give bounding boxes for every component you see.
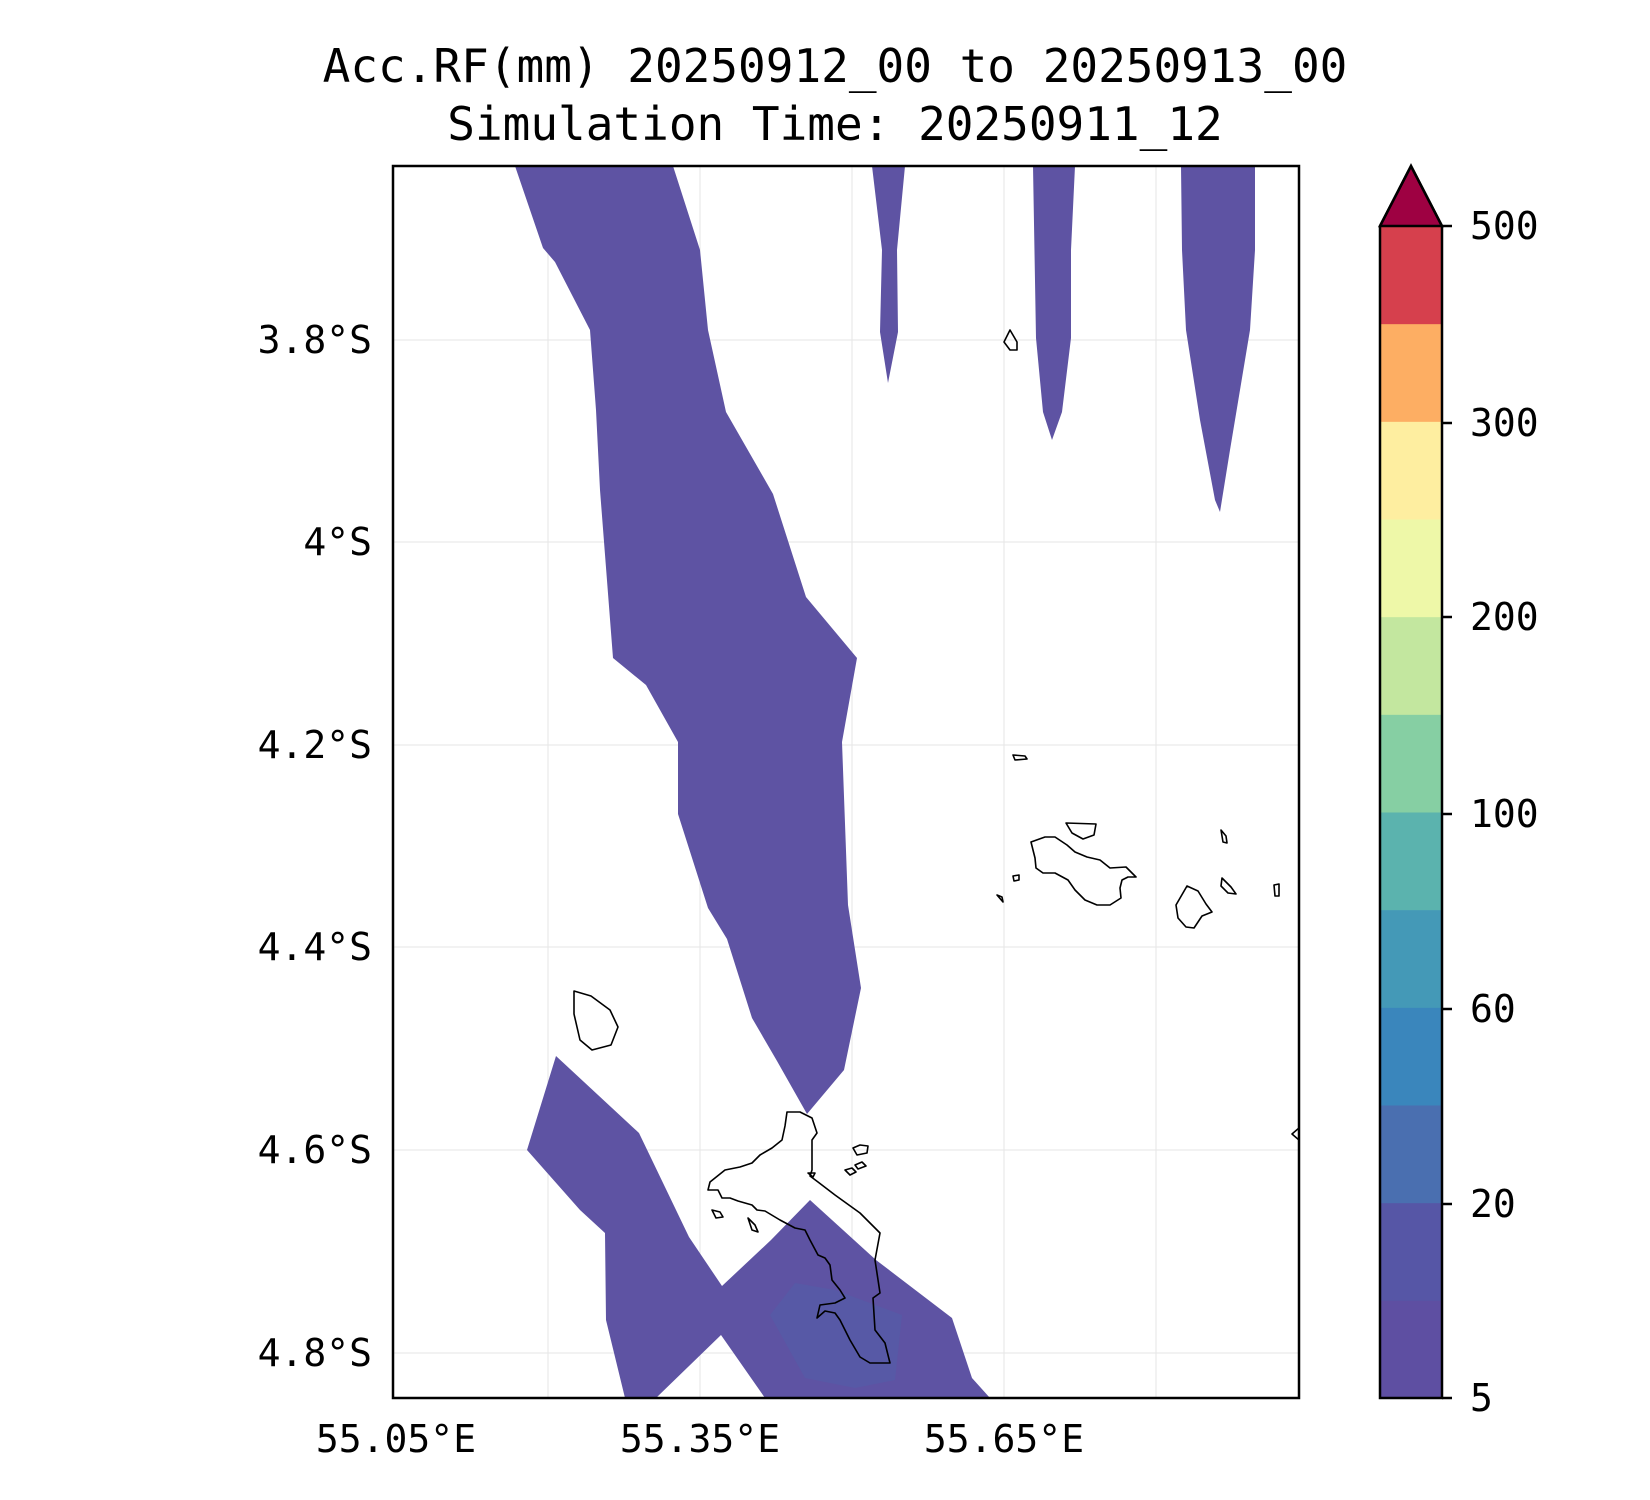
colorbar-tick-label: 60: [1470, 987, 1516, 1031]
lon-tick-labels: 55.05°E 55.35°E 55.65°E: [316, 1417, 1084, 1461]
colorbar-tick-label: 20: [1470, 1182, 1516, 1226]
coastline-islet-b: [844, 1167, 857, 1176]
colorbar-tick-label: 5: [1470, 1376, 1493, 1420]
colorbar-tick-labels: 500 300 200 100 60 20 5: [1470, 204, 1539, 1420]
coastline-islet-d: [711, 1209, 724, 1219]
lat-tick-label: 4.6°S: [258, 1128, 372, 1172]
colorbar-segment: [1380, 1105, 1442, 1204]
coastline-silhouette: [573, 990, 619, 1051]
coastline-islet-f: [1003, 329, 1018, 351]
colorbar-segment: [1380, 226, 1442, 325]
colorbar-segment: [1380, 1007, 1442, 1106]
lat-tick-label: 4°S: [303, 520, 372, 564]
coastlines: [573, 329, 1299, 1364]
rain-band-north-1: [872, 166, 905, 383]
colorbar-extend-arrow: [1377, 163, 1445, 228]
rain-band-north-3: [1181, 166, 1255, 512]
coastline-islet-m: [1291, 1127, 1299, 1141]
coastline-islet-c: [854, 1161, 867, 1170]
coastline-islet-l: [996, 894, 1004, 903]
title-line-1: Acc.RF(mm) 20250912_00 to 20250913_00: [323, 39, 1348, 93]
colorbar-tick-label: 300: [1470, 401, 1539, 445]
lat-tick-label: 4.8°S: [258, 1331, 372, 1375]
colorbar-frame: [1378, 163, 1444, 1400]
colorbar-segment: [1380, 616, 1442, 715]
colorbar: 500 300 200 100 60 20 5: [1377, 163, 1539, 1420]
colorbar-segment: [1380, 812, 1442, 911]
coastline-praslin: [1030, 836, 1137, 906]
colorbar-segment: [1380, 519, 1442, 618]
colorbar-segment: [1380, 1202, 1442, 1301]
coastline-curieuse: [1065, 822, 1097, 840]
colorbar-ticks: [1442, 224, 1452, 1400]
rain-band-main: [515, 166, 861, 1114]
map-frame: [391, 164, 1301, 1400]
coastline-islet-j: [1220, 877, 1237, 895]
title-line-2: Simulation Time: 20250911_12: [447, 97, 1222, 151]
coastline-mahe: [707, 1111, 891, 1364]
lat-tick-label: 3.8°S: [258, 318, 372, 362]
colorbar-segment: [1380, 909, 1442, 1008]
lat-tick-label: 4.4°S: [258, 925, 372, 969]
coastline-islet-e: [747, 1217, 759, 1233]
coastline-mahe-islet-1: [807, 1172, 816, 1178]
coastline-islet-g: [1012, 754, 1028, 761]
coastline-islet-i: [1220, 829, 1228, 844]
coastline-islet-k: [1273, 883, 1280, 897]
colorbar-segments: [1380, 226, 1442, 1399]
lat-tick-label: 4.2°S: [258, 723, 372, 767]
colorbar-segment: [1380, 1300, 1442, 1399]
colorbar-tick-label: 200: [1470, 595, 1539, 639]
colorbar-segment: [1380, 714, 1442, 813]
coastline-islet-a: [852, 1144, 869, 1156]
coastline-islet-h: [1012, 874, 1020, 882]
coastline-ladigue: [1175, 885, 1213, 929]
colorbar-segment: [1380, 323, 1442, 422]
lat-tick-labels: 3.8°S 4°S 4.2°S 4.4°S 4.6°S 4.8°S: [258, 318, 372, 1375]
colorbar-segment: [1380, 421, 1442, 520]
map-panel: [393, 166, 1299, 1398]
colorbar-tick-label: 100: [1470, 792, 1539, 836]
rain-band-north-2: [1033, 166, 1075, 440]
lon-tick-label: 55.05°E: [316, 1417, 476, 1461]
map-background: [393, 166, 1299, 1398]
colorbar-tick-label: 500: [1470, 204, 1539, 248]
lon-tick-label: 55.65°E: [924, 1417, 1084, 1461]
lon-tick-label: 55.35°E: [620, 1417, 780, 1461]
